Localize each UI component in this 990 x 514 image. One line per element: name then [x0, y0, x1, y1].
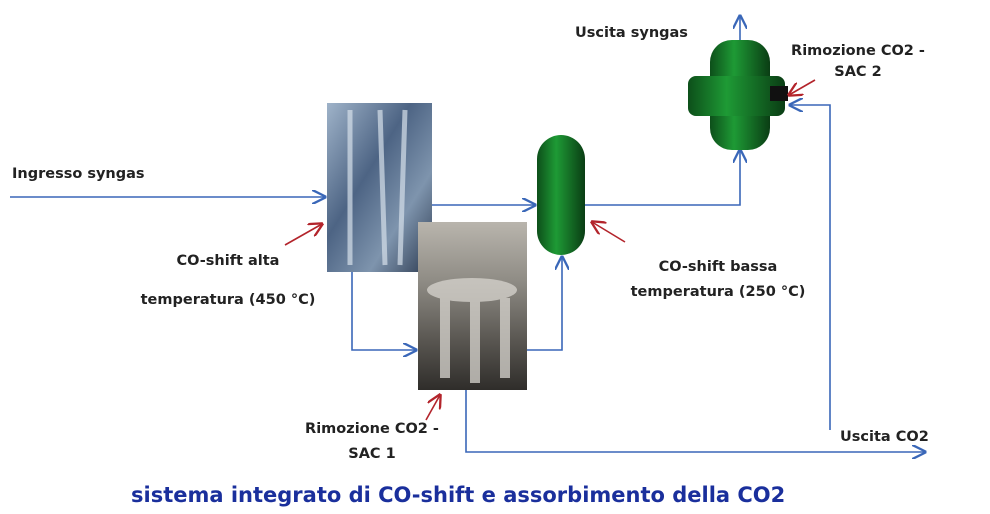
label: temperatura (450 °C)	[141, 292, 316, 308]
pointer	[285, 224, 322, 245]
label: Ingresso syngas	[12, 166, 145, 182]
flow-arrow	[790, 105, 830, 430]
pointer	[592, 222, 625, 242]
vessel-sac2-nozzle	[770, 86, 788, 101]
label: Rimozione CO2 -	[305, 421, 439, 437]
photo-sac1-columns	[427, 278, 517, 383]
label: CO-shift alta	[177, 253, 280, 269]
label: Rimozione CO2 -	[791, 43, 925, 59]
flow-arrow	[352, 270, 416, 350]
flow-arrow	[585, 150, 740, 205]
label: Uscita CO2	[840, 429, 929, 445]
flow-arrow	[527, 257, 562, 350]
pointer	[426, 395, 440, 420]
pointer	[789, 80, 815, 95]
label: CO-shift bassa	[659, 259, 778, 275]
vessel-lt-shift	[537, 135, 585, 255]
label: temperatura (250 °C)	[631, 284, 806, 300]
label: SAC 1	[348, 446, 395, 462]
diagram: Uscita syngas Rimozione CO2 - SAC 2 Ingr…	[0, 0, 990, 514]
caption: sistema integrato di CO-shift e assorbim…	[131, 483, 785, 507]
label: SAC 2	[834, 64, 881, 80]
label: Uscita syngas	[575, 25, 688, 41]
